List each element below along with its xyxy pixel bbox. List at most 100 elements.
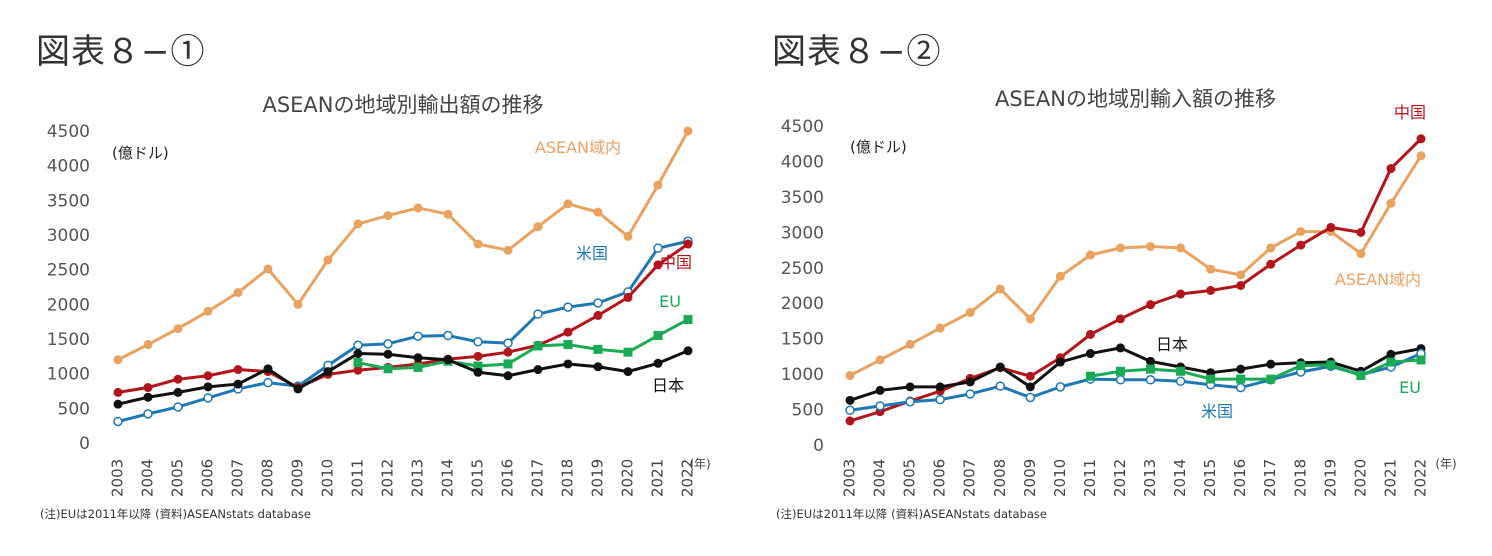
data-point-eu bbox=[1206, 374, 1216, 384]
y-tick-label: 4000 bbox=[781, 152, 824, 172]
y-tick-label: 500 bbox=[58, 399, 90, 419]
figure-label: 図表８−① bbox=[36, 32, 206, 72]
y-tick-label: 3500 bbox=[47, 191, 90, 211]
data-point-japan bbox=[353, 349, 363, 359]
y-tick-label: 1000 bbox=[781, 365, 824, 385]
data-point-asean bbox=[845, 371, 855, 381]
x-tick-label: 2008 bbox=[259, 459, 277, 497]
series-line-asean bbox=[117, 130, 690, 362]
data-point-japan bbox=[845, 395, 855, 405]
data-point-asean bbox=[173, 324, 183, 334]
data-point-china bbox=[1176, 289, 1186, 299]
data-point-asean bbox=[143, 340, 153, 350]
data-point-asean bbox=[503, 245, 513, 255]
x-tick-label: 2013 bbox=[409, 459, 427, 497]
data-point-japan bbox=[965, 377, 975, 387]
x-tick-label: 2014 bbox=[1171, 459, 1189, 497]
data-point-japan bbox=[443, 355, 453, 365]
x-tick-label: 2015 bbox=[469, 459, 487, 497]
data-point-asean bbox=[1176, 243, 1186, 253]
data-point-japan bbox=[593, 362, 603, 372]
data-point-asean bbox=[1236, 270, 1246, 280]
data-point-china bbox=[203, 371, 213, 381]
y-tick-label: 1500 bbox=[47, 330, 90, 350]
data-point-china bbox=[1236, 281, 1246, 290]
data-point-japan bbox=[233, 379, 243, 389]
data-point-asean bbox=[995, 284, 1005, 294]
x-tick-label: 2017 bbox=[529, 459, 547, 497]
data-point-asean bbox=[1055, 271, 1065, 281]
data-point-eu bbox=[1296, 361, 1306, 371]
data-point-china bbox=[173, 374, 183, 384]
data-point-china bbox=[593, 310, 603, 320]
x-tick-label: 2013 bbox=[1141, 459, 1159, 497]
x-tick-label: 2018 bbox=[1291, 459, 1309, 497]
data-point-us bbox=[203, 393, 213, 403]
x-tick-label: 2016 bbox=[499, 459, 517, 497]
series-line-japan bbox=[849, 346, 1422, 402]
x-tick-label: 2022 bbox=[1412, 459, 1430, 497]
chart-title: ASEANの地域別輸入額の推移 bbox=[995, 87, 1276, 111]
data-point-china bbox=[473, 351, 483, 361]
y-tick-label: 3500 bbox=[781, 188, 824, 208]
data-point-asean bbox=[965, 307, 975, 317]
data-point-eu bbox=[1386, 357, 1396, 367]
data-point-japan bbox=[533, 365, 543, 375]
data-point-eu bbox=[653, 331, 663, 341]
data-point-eu bbox=[1176, 366, 1186, 376]
series-label-japan: 日本 bbox=[652, 376, 684, 395]
y-tick-label: 500 bbox=[792, 401, 824, 421]
data-point-china bbox=[1146, 300, 1156, 310]
series-line-japan bbox=[117, 349, 689, 406]
y-tick-label: 3000 bbox=[781, 223, 824, 243]
data-point-asean bbox=[263, 264, 273, 274]
data-point-us bbox=[263, 377, 273, 388]
x-tick-label: 2009 bbox=[289, 459, 307, 497]
data-point-china bbox=[1416, 134, 1426, 144]
data-point-japan bbox=[995, 362, 1005, 372]
x-tick-label: 2020 bbox=[1351, 459, 1369, 497]
y-tick-label: 2000 bbox=[781, 294, 824, 314]
series-group bbox=[845, 134, 1426, 426]
data-point-eu bbox=[683, 315, 693, 325]
data-point-japan bbox=[1115, 343, 1125, 353]
x-tick-label: 2021 bbox=[649, 459, 667, 497]
data-point-eu bbox=[1266, 374, 1276, 384]
export-chart: ASEANの地域別輸出額の推移 0 500 1000 1500 2000 2500 3000 3… bbox=[47, 93, 711, 497]
y-tick-label: 0 bbox=[79, 434, 90, 454]
data-point-japan bbox=[623, 367, 633, 377]
data-point-china bbox=[1326, 222, 1336, 232]
y-tick-label: 0 bbox=[813, 436, 824, 456]
data-point-japan bbox=[413, 353, 423, 363]
series-label-asean: ASEAN域内 bbox=[1335, 270, 1421, 289]
data-point-china bbox=[683, 239, 693, 249]
data-point-asean bbox=[203, 306, 213, 316]
data-point-asean bbox=[353, 219, 363, 229]
data-point-asean bbox=[623, 231, 633, 241]
data-point-us bbox=[1055, 382, 1066, 392]
series-label-us: 米国 bbox=[576, 244, 608, 263]
x-tick-label: 2007 bbox=[229, 459, 247, 497]
data-point-us bbox=[1115, 375, 1126, 385]
series-label-china: 中国 bbox=[1394, 103, 1426, 122]
figure-note: (注)EUは2011年以降 (資料)ASEANstats database bbox=[40, 507, 311, 521]
series-label-us: 米国 bbox=[1201, 402, 1233, 421]
data-point-us bbox=[935, 394, 945, 405]
data-point-china bbox=[1025, 371, 1035, 381]
data-point-asean bbox=[1206, 264, 1216, 274]
figure-label: 図表８−② bbox=[772, 32, 942, 72]
data-point-eu bbox=[563, 340, 573, 350]
data-point-us bbox=[383, 339, 393, 349]
data-point-asean bbox=[905, 339, 915, 349]
x-tick-label: 2009 bbox=[1021, 459, 1039, 497]
series-line-china bbox=[849, 137, 1423, 423]
x-tick-label: 2015 bbox=[1201, 459, 1219, 497]
data-point-asean bbox=[1115, 243, 1125, 253]
x-tick-label: 2020 bbox=[619, 459, 637, 497]
x-tick-label: 2003 bbox=[109, 459, 127, 497]
data-point-asean bbox=[293, 299, 303, 309]
data-point-asean bbox=[323, 255, 333, 265]
data-point-us bbox=[1235, 382, 1246, 393]
data-point-china bbox=[113, 387, 123, 397]
